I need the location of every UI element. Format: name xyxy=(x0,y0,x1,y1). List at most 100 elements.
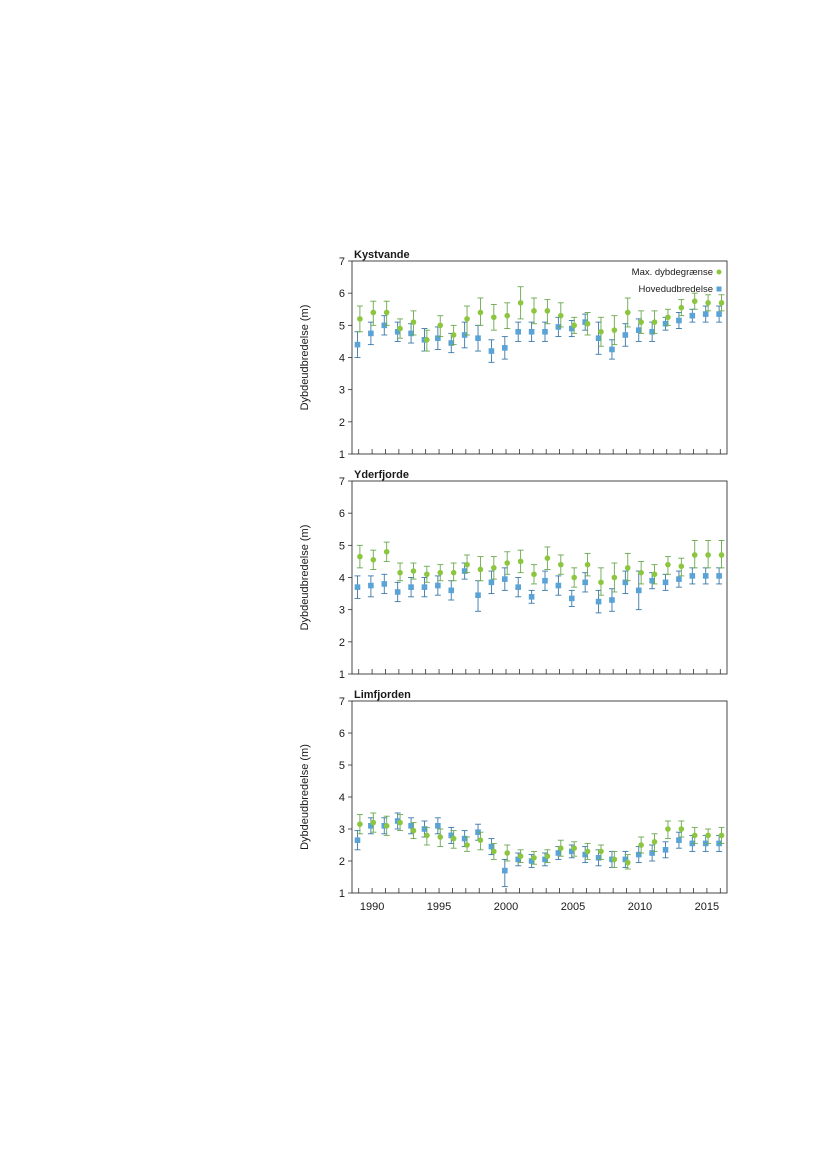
data-point-max-dybdegraense xyxy=(450,569,457,576)
data-point-hovedudbredelse xyxy=(394,328,401,335)
y-tick-label: 7 xyxy=(339,256,345,268)
data-point-max-dybdegraense xyxy=(370,309,377,316)
data-point-hovedudbredelse xyxy=(662,320,669,327)
data-point-hovedudbredelse xyxy=(394,818,401,824)
data-point-max-dybdegraense xyxy=(531,308,537,314)
data-point-max-dybdegraense xyxy=(665,561,671,568)
data-point-max-dybdegraense xyxy=(397,819,403,826)
data-point-max-dybdegraense xyxy=(665,826,671,832)
data-point-max-dybdegraense xyxy=(611,856,618,863)
data-point-hovedudbredelse xyxy=(354,837,361,843)
x-tick-label: 2005 xyxy=(561,901,585,913)
data-point-hovedudbredelse xyxy=(354,341,361,348)
data-point-hovedudbredelse xyxy=(716,311,722,317)
legend-label-hoved: Hovedudbredelse xyxy=(639,284,713,295)
y-tick-label: 5 xyxy=(339,320,345,332)
data-point-max-dybdegraense xyxy=(584,561,591,568)
data-point-hovedudbredelse xyxy=(475,592,481,598)
data-point-hovedudbredelse xyxy=(622,332,629,338)
y-axis-label: Dybdeudbredelse (m) xyxy=(299,305,311,411)
data-point-max-dybdegraense xyxy=(437,322,444,329)
data-point-hovedudbredelse xyxy=(702,573,709,579)
data-point-max-dybdegraense xyxy=(450,835,457,842)
data-point-hovedudbredelse xyxy=(408,823,414,829)
y-tick-label: 1 xyxy=(339,669,345,681)
data-point-hovedudbredelse xyxy=(609,346,615,353)
data-point-hovedudbredelse xyxy=(676,576,682,582)
data-point-hovedudbredelse xyxy=(568,595,575,602)
data-point-hovedudbredelse xyxy=(595,855,602,861)
data-point-max-dybdegraense xyxy=(397,325,403,332)
data-point-hovedudbredelse xyxy=(649,850,655,856)
data-point-hovedudbredelse xyxy=(448,340,455,346)
data-point-max-dybdegraense xyxy=(370,819,377,826)
data-point-hovedudbredelse xyxy=(461,568,468,574)
y-tick-label: 5 xyxy=(339,540,345,552)
data-point-hovedudbredelse xyxy=(461,835,468,842)
plot-frame xyxy=(351,700,728,894)
data-point-max-dybdegraense xyxy=(678,304,685,311)
data-point-hovedudbredelse xyxy=(502,345,508,351)
data-point-max-dybdegraense xyxy=(517,300,524,306)
data-point-hovedudbredelse xyxy=(408,330,414,337)
y-tick-label: 6 xyxy=(339,508,345,520)
x-tick-label: 1995 xyxy=(427,901,451,913)
data-point-max-dybdegraense xyxy=(357,316,363,322)
data-point-max-dybdegraense xyxy=(638,569,644,576)
data-point-max-dybdegraense xyxy=(557,561,564,568)
data-point-hovedudbredelse xyxy=(435,823,441,829)
data-point-hovedudbredelse xyxy=(354,584,361,590)
y-tick-label: 2 xyxy=(339,417,345,429)
data-point-max-dybdegraense xyxy=(651,571,658,578)
data-point-hovedudbredelse xyxy=(622,579,629,586)
x-tick-label: 2010 xyxy=(628,901,652,913)
data-point-max-dybdegraense xyxy=(437,569,444,576)
data-point-hovedudbredelse xyxy=(488,579,495,586)
data-point-hovedudbredelse xyxy=(515,328,522,335)
data-point-hovedudbredelse xyxy=(716,573,722,579)
data-point-hovedudbredelse xyxy=(568,325,575,332)
data-point-max-dybdegraense xyxy=(678,563,685,570)
data-point-max-dybdegraense xyxy=(464,561,470,568)
data-point-hovedudbredelse xyxy=(435,582,441,589)
y-tick-label: 6 xyxy=(339,288,345,300)
data-point-max-dybdegraense xyxy=(383,823,390,829)
y-tick-label: 4 xyxy=(339,573,345,585)
data-point-hovedudbredelse xyxy=(649,577,655,584)
data-point-max-dybdegraense xyxy=(544,853,551,859)
legend-marker-hoved xyxy=(716,286,722,292)
data-point-hovedudbredelse xyxy=(475,335,481,341)
y-tick-label: 2 xyxy=(339,856,345,868)
data-point-max-dybdegraense xyxy=(611,574,618,581)
data-point-max-dybdegraense xyxy=(624,309,631,316)
y-tick-label: 7 xyxy=(339,696,345,708)
y-tick-label: 4 xyxy=(339,792,345,804)
x-tick-label: 1990 xyxy=(360,901,384,913)
data-point-max-dybdegraense xyxy=(357,553,363,560)
data-point-max-dybdegraense xyxy=(705,300,711,306)
data-point-max-dybdegraense xyxy=(504,560,511,566)
panel-title: Kystvande xyxy=(354,249,410,261)
data-point-hovedudbredelse xyxy=(528,328,535,335)
data-point-max-dybdegraense xyxy=(598,848,604,855)
data-point-hovedudbredelse xyxy=(582,579,588,586)
data-point-max-dybdegraense xyxy=(718,832,725,839)
y-tick-label: 3 xyxy=(339,385,345,397)
data-point-hovedudbredelse xyxy=(368,823,374,829)
data-point-hovedudbredelse xyxy=(502,867,508,874)
data-point-max-dybdegraense xyxy=(531,855,537,861)
data-point-max-dybdegraense xyxy=(584,848,591,855)
data-point-hovedudbredelse xyxy=(649,328,655,335)
data-point-hovedudbredelse xyxy=(555,850,562,856)
data-point-max-dybdegraense xyxy=(705,552,711,558)
x-tick-label: 2000 xyxy=(494,901,518,913)
data-point-hovedudbredelse xyxy=(515,856,522,863)
data-point-max-dybdegraense xyxy=(397,569,403,576)
data-point-max-dybdegraense xyxy=(410,827,417,834)
data-point-max-dybdegraense xyxy=(651,839,658,845)
data-point-hovedudbredelse xyxy=(582,319,588,325)
y-tick-label: 1 xyxy=(339,888,345,900)
data-point-hovedudbredelse xyxy=(662,579,669,586)
data-point-max-dybdegraense xyxy=(357,821,363,827)
